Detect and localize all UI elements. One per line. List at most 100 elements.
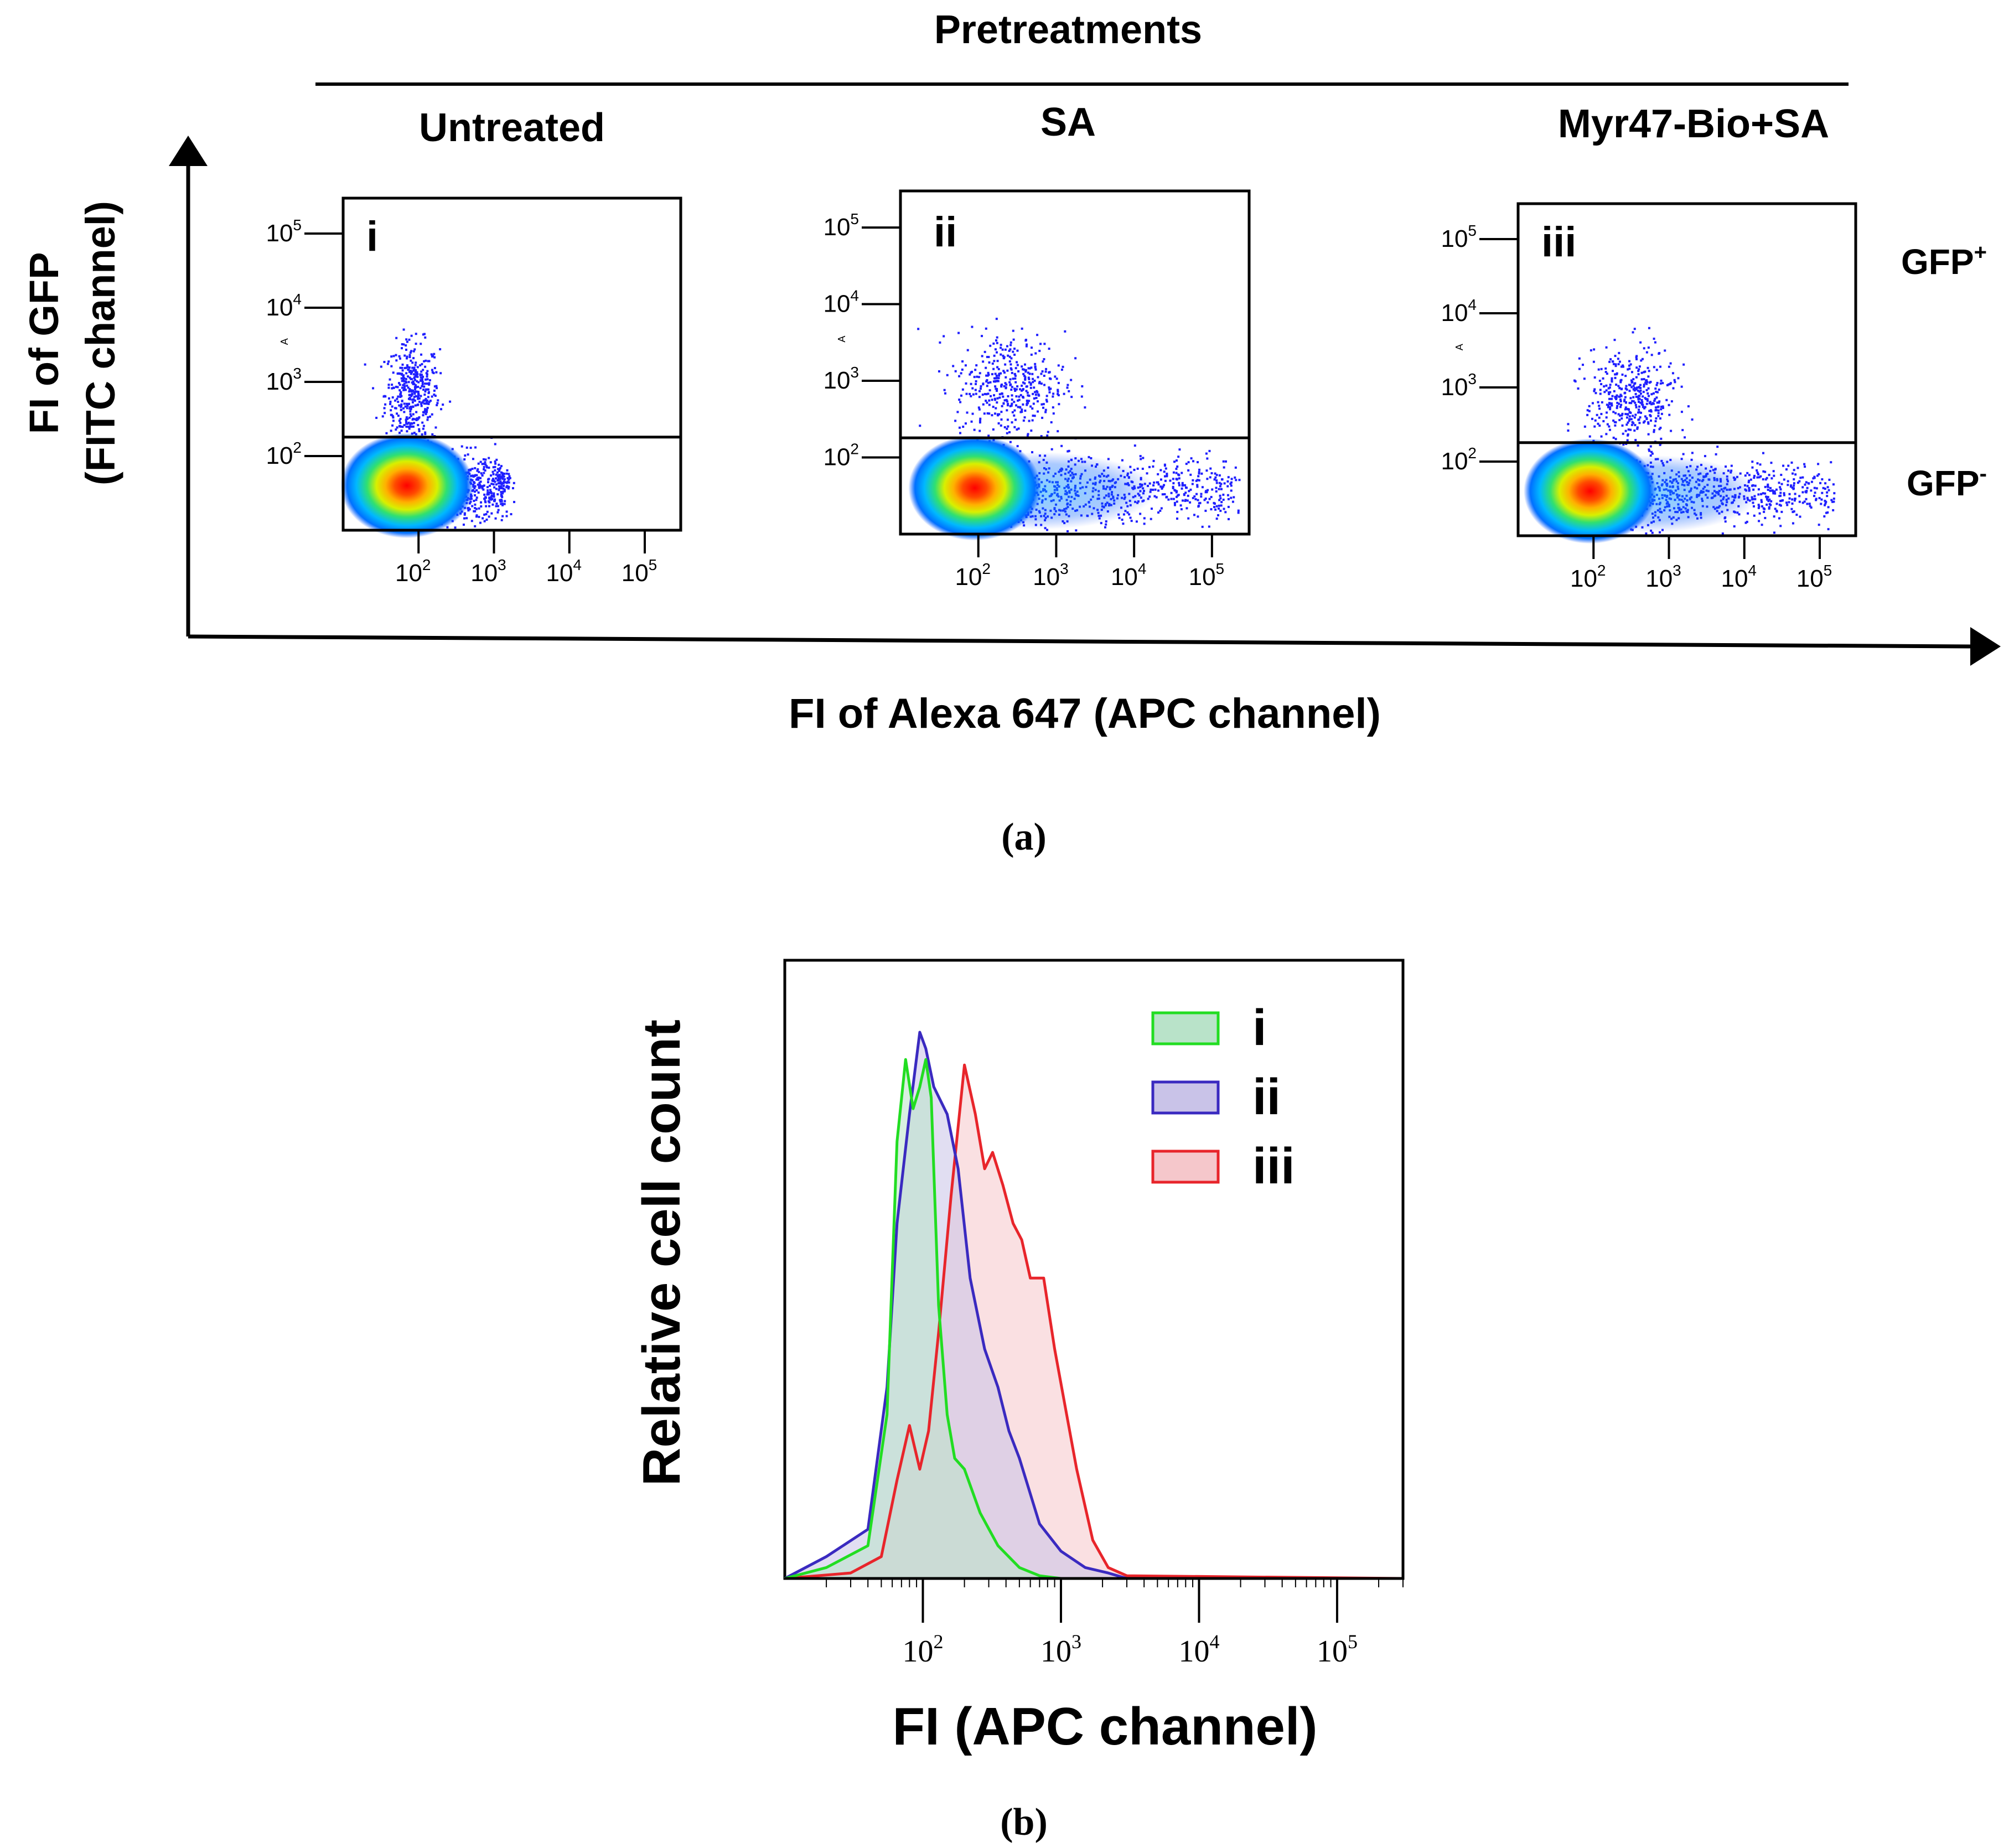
event-dot	[1230, 478, 1233, 480]
event-dot	[403, 354, 406, 357]
event-dot	[1012, 338, 1015, 341]
event-dot	[1130, 520, 1133, 522]
event-dot	[500, 495, 503, 498]
event-dot	[1029, 382, 1032, 385]
event-dot	[1176, 465, 1179, 468]
event-dot	[1044, 411, 1047, 413]
event-dot	[488, 515, 490, 518]
event-dot	[426, 400, 428, 403]
event-dot	[1143, 517, 1146, 520]
y-param-label: A	[1454, 344, 1465, 350]
event-dot	[975, 382, 977, 385]
event-dot	[1198, 502, 1200, 505]
event-dot	[986, 401, 988, 404]
event-dot	[1006, 427, 1008, 430]
event-dot	[1155, 496, 1158, 499]
event-dot	[483, 468, 485, 471]
event-dot	[490, 498, 493, 501]
event-dot	[415, 343, 417, 345]
event-dot	[985, 327, 987, 330]
event-dot	[1656, 391, 1659, 394]
event-dot	[1617, 413, 1620, 416]
event-dot	[1620, 387, 1623, 390]
event-dot	[475, 514, 478, 517]
event-dot	[491, 503, 494, 506]
event-dot	[1006, 369, 1009, 372]
event-dot	[956, 411, 959, 413]
event-dot	[1654, 397, 1656, 400]
event-dot	[1045, 398, 1048, 401]
event-dot	[421, 363, 423, 365]
event-dot	[1187, 469, 1190, 472]
event-dot	[454, 526, 457, 529]
event-dot	[401, 380, 403, 382]
event-dot	[961, 388, 964, 391]
event-dot	[479, 477, 482, 480]
event-dot	[401, 386, 403, 389]
event-dot	[1026, 343, 1028, 346]
event-dot	[414, 364, 417, 366]
event-dot	[500, 485, 503, 488]
event-dot	[1638, 368, 1640, 371]
event-dot	[1648, 402, 1651, 405]
event-dot	[417, 394, 420, 396]
event-dot	[1628, 402, 1631, 405]
event-dot	[1038, 381, 1041, 384]
event-dot	[1021, 408, 1023, 411]
event-dot	[1210, 496, 1213, 499]
event-dot	[1810, 480, 1813, 483]
event-dot	[1006, 432, 1008, 434]
event-dot	[1644, 415, 1647, 418]
event-dot	[495, 458, 498, 461]
event-dot	[1641, 358, 1644, 360]
event-dot	[1606, 423, 1609, 426]
event-dot	[1628, 418, 1631, 421]
event-dot	[475, 499, 478, 501]
event-dot	[1648, 449, 1651, 452]
event-dot	[1773, 490, 1776, 493]
event-dot	[1764, 470, 1767, 473]
event-dot	[1612, 411, 1615, 413]
event-dot	[1176, 490, 1178, 493]
event-dot	[1016, 445, 1019, 448]
event-dot	[1645, 382, 1648, 385]
event-dot	[508, 473, 510, 475]
event-dot	[1217, 514, 1220, 516]
event-dot	[1606, 372, 1608, 375]
event-dot	[1597, 422, 1599, 425]
event-dot	[500, 490, 503, 493]
event-dot	[411, 381, 413, 384]
event-dot	[1682, 363, 1685, 366]
event-dot	[996, 341, 998, 344]
event-dot	[426, 399, 428, 402]
event-dot	[1645, 402, 1648, 405]
gfp-negative-label: GFP-	[1907, 462, 1987, 503]
event-dot	[1817, 463, 1820, 465]
event-dot	[1013, 414, 1016, 417]
event-dot	[494, 480, 496, 483]
event-dot	[1652, 392, 1655, 395]
event-dot	[1638, 390, 1641, 393]
event-dot	[1023, 382, 1026, 385]
x-tick-label: 102	[955, 560, 991, 591]
event-dot	[1614, 438, 1617, 441]
event-dot	[1795, 514, 1798, 516]
event-dot	[1810, 489, 1813, 492]
event-dot	[1230, 481, 1233, 484]
event-dot	[1828, 478, 1831, 481]
dot-plot-title: Untreated	[419, 106, 605, 150]
event-dot	[478, 482, 481, 484]
event-dot	[1662, 407, 1665, 410]
event-dot	[497, 474, 500, 477]
event-dot	[1008, 349, 1011, 352]
event-dot	[428, 401, 431, 403]
event-dot	[405, 338, 408, 341]
event-dot	[410, 407, 412, 410]
event-dot	[1057, 389, 1059, 391]
event-dot	[1611, 395, 1614, 397]
event-dot	[1013, 348, 1016, 350]
event-dot	[484, 458, 487, 461]
event-dot	[483, 520, 486, 522]
event-dot	[1771, 489, 1774, 492]
event-dot	[1638, 395, 1640, 397]
